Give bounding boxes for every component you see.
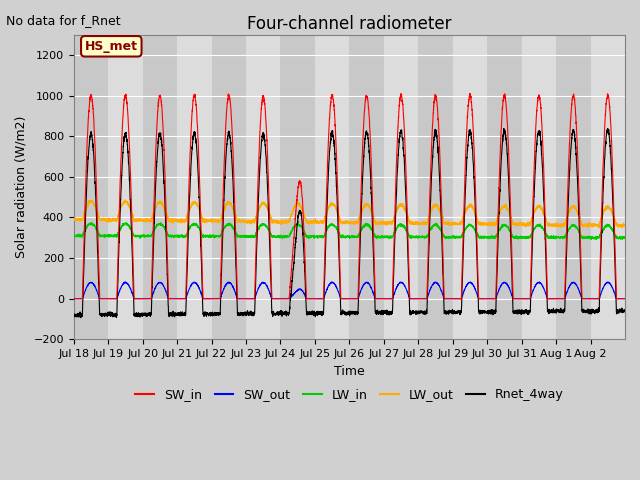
Bar	[315, 35, 349, 339]
Text: HS_met: HS_met	[85, 40, 138, 53]
Bar	[280, 35, 315, 339]
Title: Four-channel radiometer: Four-channel radiometer	[247, 15, 452, 33]
Bar	[212, 35, 246, 339]
Bar	[74, 35, 108, 339]
Bar	[487, 35, 522, 339]
Bar	[419, 35, 452, 339]
Bar	[177, 35, 212, 339]
Bar	[108, 35, 143, 339]
Text: No data for f_Rnet: No data for f_Rnet	[6, 14, 121, 27]
Bar	[246, 35, 280, 339]
Legend: SW_in, SW_out, LW_in, LW_out, Rnet_4way: SW_in, SW_out, LW_in, LW_out, Rnet_4way	[131, 383, 568, 406]
Bar	[522, 35, 556, 339]
Bar	[384, 35, 419, 339]
Y-axis label: Solar radiation (W/m2): Solar radiation (W/m2)	[15, 116, 28, 258]
Bar	[143, 35, 177, 339]
Bar	[452, 35, 487, 339]
Bar	[591, 35, 625, 339]
Bar	[349, 35, 384, 339]
X-axis label: Time: Time	[334, 365, 365, 378]
Bar	[556, 35, 591, 339]
